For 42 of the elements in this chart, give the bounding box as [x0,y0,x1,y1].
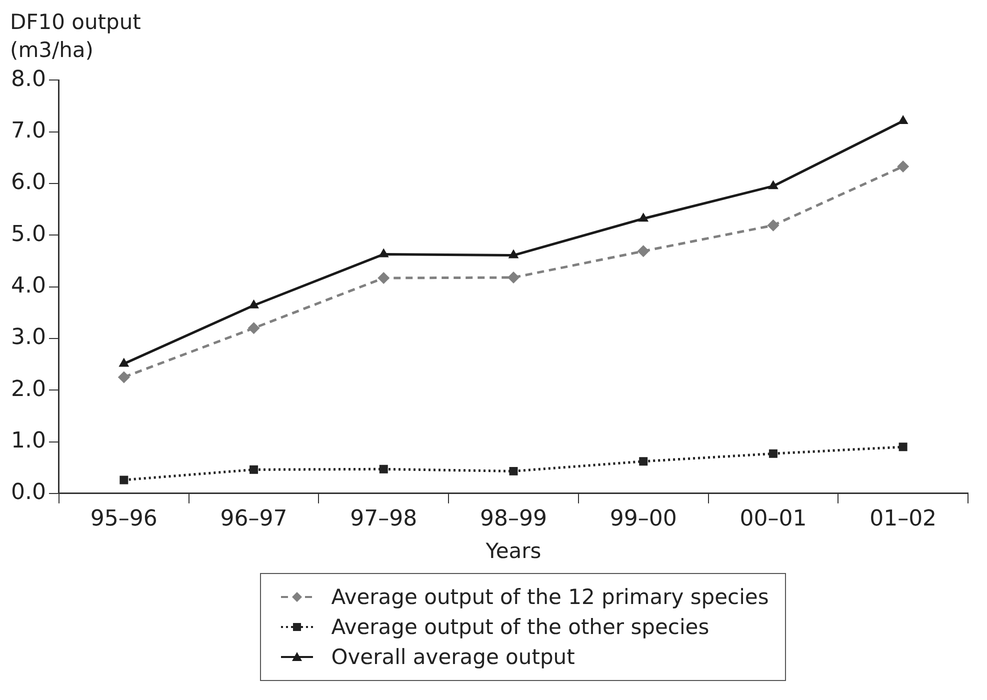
point [248,322,260,334]
point [638,212,649,222]
y-tick-label: 8.0 [10,66,46,92]
x-tick-label: 99–00 [610,506,677,532]
x-tick-label: 01–02 [870,506,937,532]
y-tick-label: 2.0 [10,376,46,402]
point [248,299,259,308]
legend-label: Average output of the 12 primary species [331,584,769,611]
legend-label: Average output of the other species [331,614,710,641]
y-tick-label: 4.0 [10,274,46,299]
point [118,358,130,367]
point [898,442,908,452]
y-tick-label: 0.0 [10,480,46,506]
x-tick-label: 95–96 [90,506,158,532]
x-tick-label: 00–01 [740,506,807,532]
y-tick-label: 1.0 [10,428,46,454]
point [897,160,910,172]
legend-label: Overall average output [331,644,575,671]
point [509,466,518,476]
point [768,180,778,190]
point [898,115,908,124]
y-tick-label: 3.0 [10,325,46,350]
point [379,464,388,474]
x-tick-label: 96–97 [220,506,288,532]
point [378,272,390,284]
point [637,245,650,258]
x-tick-label: 97–98 [350,506,418,532]
y-tick-label: 6.0 [10,170,46,196]
point [508,249,519,258]
point [639,457,648,466]
y-axis-title: DF10 output (m3/ha) [10,9,142,64]
point [378,248,389,258]
x-tick-label: 98–99 [480,506,547,532]
x-axis-title: Years [484,538,542,563]
point [120,476,128,484]
point [118,371,130,384]
y-tick-label: 5.0 [10,222,46,247]
point [250,465,258,474]
point [767,219,780,232]
point [768,449,778,458]
point [507,272,520,284]
y-tick-label: 7.0 [10,118,46,144]
